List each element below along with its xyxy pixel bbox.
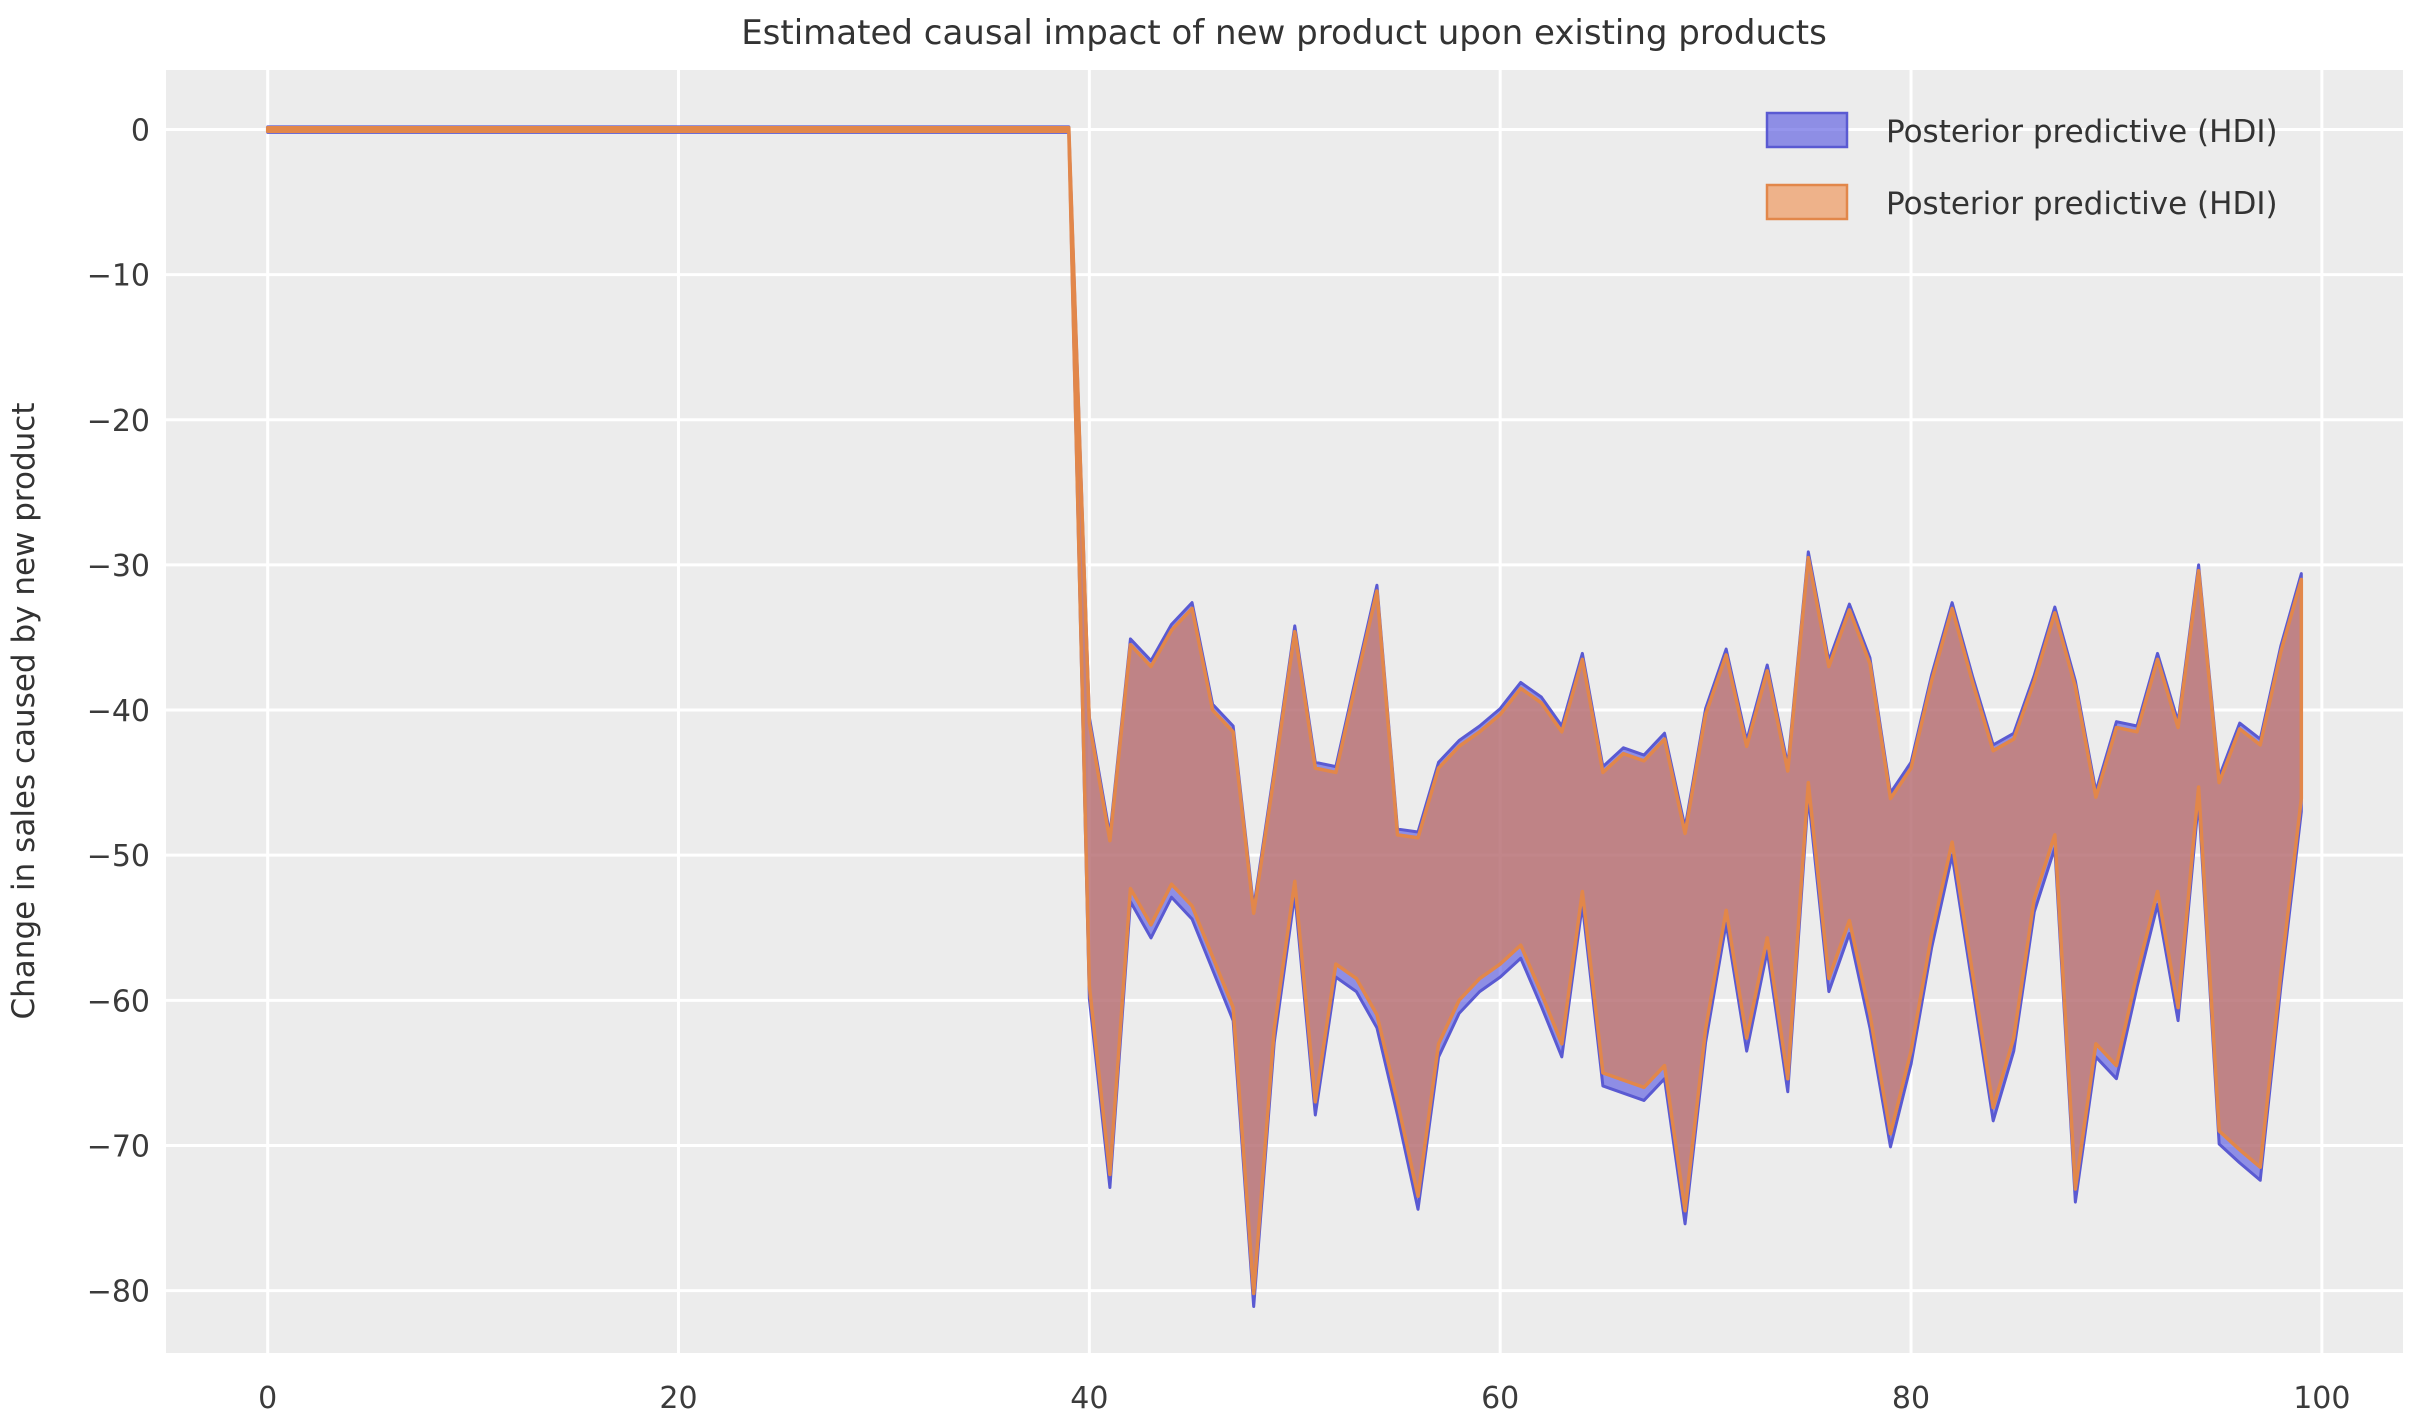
y-tick-label: −50 — [87, 839, 150, 874]
y-axis-label: Change in sales caused by new product — [6, 403, 42, 1020]
x-tick-label: 0 — [258, 1381, 277, 1416]
x-axis-tick-labels: 0 20 40 60 80 100 — [258, 1381, 2350, 1416]
y-tick-label: −30 — [87, 549, 150, 584]
posterior-predictive-hdi-band-orange — [265, 126, 2304, 1296]
legend-label-posterior-predictive-orange: Posterior predictive (HDI) — [1886, 186, 2278, 222]
legend: Posterior predictive (HDI) Posterior pre… — [1765, 111, 2278, 222]
y-tick-label: −80 — [87, 1275, 150, 1310]
y-axis-tick-labels: 0 −10 −20 −30 −40 −50 −60 −70 −80 — [87, 114, 150, 1310]
legend-swatch-posterior-predictive-orange — [1765, 183, 1849, 221]
x-tick-label: 100 — [2293, 1381, 2350, 1416]
hdi-bands — [265, 125, 2304, 1309]
x-tick-label: 60 — [1481, 1381, 1519, 1416]
y-tick-label: −40 — [87, 694, 150, 729]
legend-swatch-posterior-predictive-blue — [1765, 111, 1849, 149]
x-tick-label: 40 — [1070, 1381, 1108, 1416]
y-tick-label: −60 — [87, 984, 150, 1019]
y-tick-label: −20 — [87, 404, 150, 439]
x-tick-label: 80 — [1892, 1381, 1930, 1416]
y-tick-label: −70 — [87, 1129, 150, 1164]
x-tick-label: 20 — [659, 1381, 697, 1416]
legend-label-posterior-predictive-blue: Posterior predictive (HDI) — [1886, 114, 2278, 150]
y-tick-label: 0 — [131, 114, 150, 149]
chart-title: Estimated causal impact of new product u… — [741, 13, 1827, 53]
y-tick-label: −10 — [87, 259, 150, 294]
